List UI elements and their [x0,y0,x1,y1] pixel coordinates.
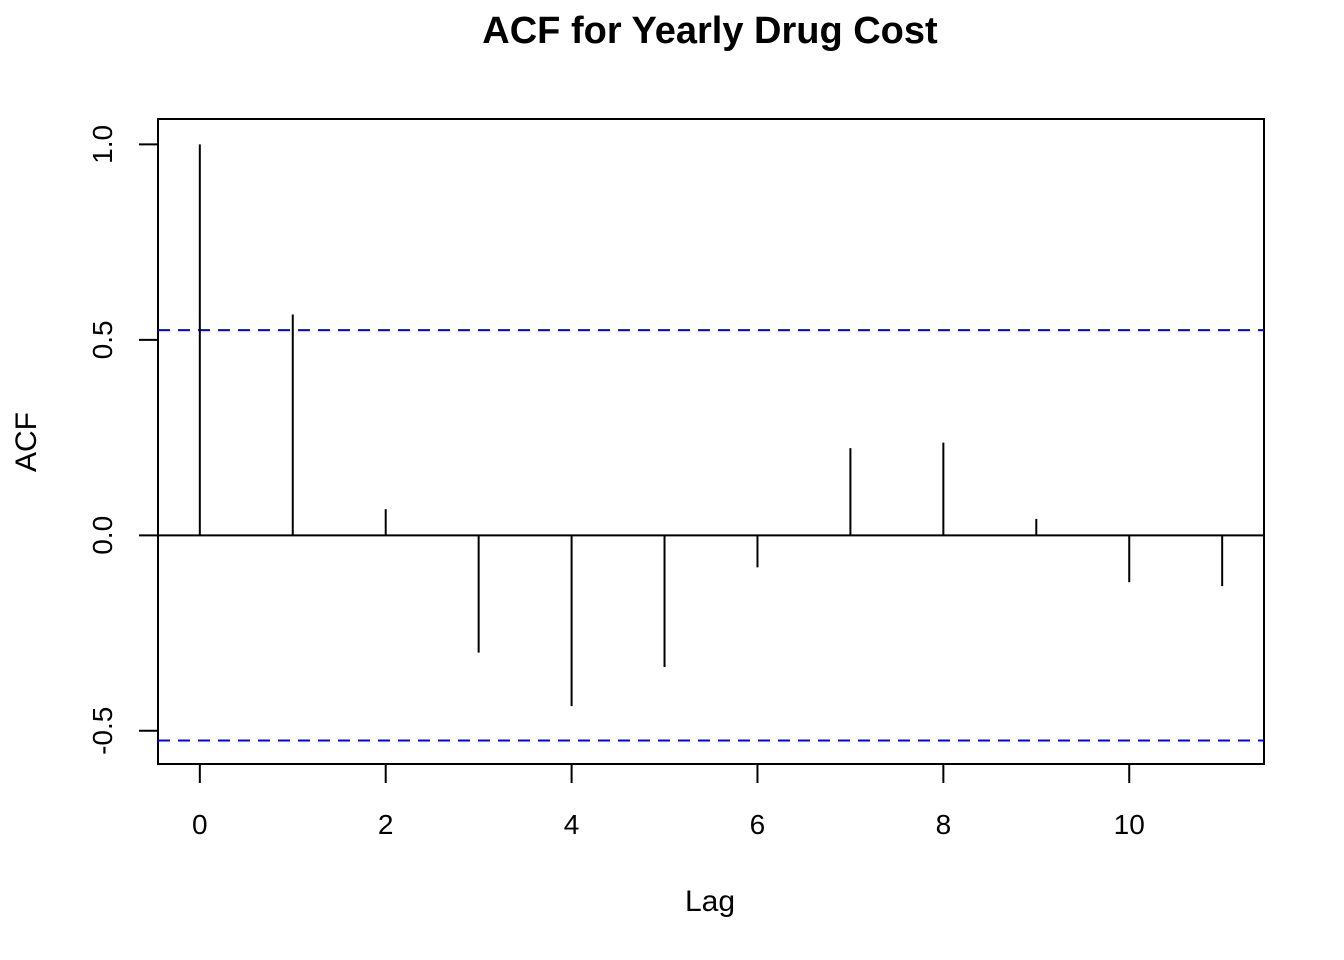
y-axis: -0.5 0.0 0.5 1.0 [87,125,159,755]
y-axis-label: ACF [10,412,43,472]
acf-bars [198,144,1224,707]
confidence-bounds [158,329,1264,742]
y-tick-label: 0.0 [87,516,118,555]
x-axis-label: Lag [685,885,735,918]
x-tick-label: 0 [192,809,208,840]
x-tick-label: 4 [564,809,580,840]
x-tick-label: 10 [1114,809,1145,840]
x-tick-label: 6 [750,809,766,840]
x-tick-label: 2 [378,809,394,840]
y-tick-label: 1.0 [87,125,118,164]
chart-title: ACF for Yearly Drug Cost [482,10,938,52]
y-tick-label: 0.5 [87,320,118,359]
plot-frame [157,118,1265,765]
x-axis: 0 2 4 6 8 10 [192,763,1145,840]
x-tick-label: 8 [936,809,952,840]
y-tick-label: -0.5 [87,707,118,755]
